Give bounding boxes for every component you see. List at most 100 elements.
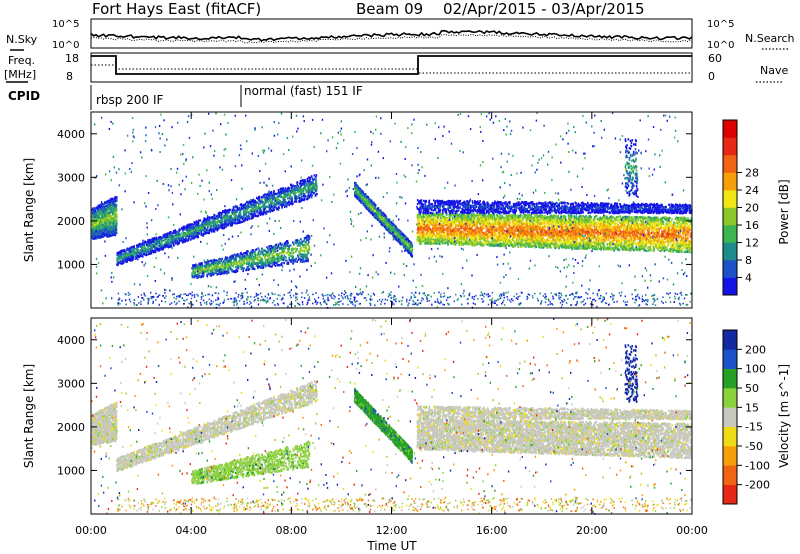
power-cell — [98, 219, 100, 221]
freq-left-tick-top: 18 — [65, 52, 79, 65]
power-cell — [93, 211, 95, 213]
power-cell — [92, 207, 94, 209]
power-cell — [104, 215, 106, 217]
power-cell — [93, 216, 95, 218]
station-title: Fort Hays East (fitACF) — [92, 0, 261, 18]
power-cell — [100, 222, 102, 224]
power-cell — [116, 232, 118, 234]
power-cell — [95, 210, 97, 212]
power-cell — [111, 202, 113, 204]
power-cell — [108, 229, 110, 231]
power-cell — [110, 229, 112, 231]
cpid-segment-2: normal (fast) 151 IF — [244, 84, 363, 98]
power-cell — [96, 216, 98, 218]
power-cell — [92, 234, 94, 236]
power-cell — [113, 208, 115, 210]
power-cell — [107, 227, 109, 229]
beam-title: Beam 09 — [356, 0, 423, 18]
power-cell — [112, 202, 114, 204]
power-cell — [109, 203, 111, 205]
power-cell — [94, 238, 96, 240]
power-cell — [103, 236, 105, 238]
cpid-label: CPID — [8, 89, 40, 103]
nsky-label: N.Sky — [6, 33, 38, 46]
power-cell — [104, 206, 106, 208]
power-cell — [94, 224, 96, 226]
power-cell — [103, 203, 105, 205]
power-cell — [97, 229, 99, 231]
power-cell — [100, 235, 102, 237]
power-cell — [112, 218, 114, 220]
power-cell — [95, 218, 97, 220]
power-cell — [97, 205, 99, 207]
freq-right-tick-top: 60 — [708, 52, 722, 65]
power-cell — [108, 235, 110, 237]
power-cell — [104, 222, 106, 224]
freq-label: Freq. — [8, 54, 35, 67]
power-cell — [98, 216, 100, 218]
power-cell — [98, 226, 100, 228]
power-cell — [103, 209, 105, 211]
noise-sky-curve — [91, 31, 692, 41]
nave-dotted-line — [91, 65, 692, 73]
noise-left-tick-bottom: 10^0 — [52, 40, 79, 51]
power-cell — [109, 207, 111, 209]
power-cell — [92, 222, 94, 224]
power-cell — [91, 214, 93, 216]
noise-right-tick-bottom: 10^0 — [707, 40, 734, 51]
power-cell — [107, 204, 109, 206]
nave-label: Nave — [760, 64, 788, 77]
power-cell — [104, 230, 106, 232]
power-cell — [182, 231, 184, 233]
power-cell — [103, 233, 105, 235]
power-cell — [115, 207, 117, 209]
freq-right-tick-bottom: 0 — [708, 70, 715, 83]
power-cell — [106, 236, 108, 238]
power-cell — [112, 212, 114, 214]
noise-right-tick-top: 10^5 — [707, 19, 734, 30]
power-cell — [111, 224, 113, 226]
power-cell — [107, 223, 109, 225]
power-cell — [110, 215, 112, 217]
date-range-title: 02/Apr/2015 - 03/Apr/2015 — [443, 0, 645, 18]
power-cell — [93, 227, 95, 229]
power-cell — [101, 231, 103, 233]
power-cell — [116, 213, 118, 215]
freq-left-tick-bottom: 8 — [66, 70, 73, 83]
power-cell — [95, 235, 97, 237]
power-cell — [100, 212, 102, 214]
power-cell — [108, 219, 110, 221]
power-cell — [108, 208, 110, 210]
power-cell — [114, 200, 116, 202]
power-cell — [104, 232, 106, 234]
power-cell — [102, 220, 104, 222]
power-cell — [95, 232, 97, 234]
power-cell — [110, 226, 112, 228]
power-cell — [114, 212, 116, 214]
power-cell — [97, 223, 99, 225]
power-cell — [104, 226, 106, 228]
freq-step-line — [91, 56, 692, 74]
power-cell — [110, 235, 112, 237]
power-cell — [109, 212, 111, 214]
power-cell — [102, 226, 104, 228]
power-cell — [102, 216, 104, 218]
power-cell — [107, 200, 109, 202]
power-cell — [113, 222, 115, 224]
power-cell — [116, 205, 118, 207]
nsearch-label: N.Search — [745, 32, 795, 45]
power-cell — [115, 215, 117, 217]
power-cell — [101, 207, 103, 209]
power-cell — [116, 224, 118, 226]
power-cell — [107, 213, 109, 215]
power-cell — [96, 207, 98, 209]
power-cell — [112, 232, 114, 234]
power-cell — [91, 232, 93, 234]
power-cell — [98, 214, 100, 216]
power-cell — [107, 231, 109, 233]
power-cell — [115, 196, 117, 198]
power-cell — [99, 210, 101, 212]
power-cell — [109, 219, 111, 221]
range-time-plot: Fort Hays East (fitACF) Beam 09 02/Apr/2… — [0, 0, 800, 554]
cpid-segment-1: rbsp 200 IF — [96, 93, 163, 107]
